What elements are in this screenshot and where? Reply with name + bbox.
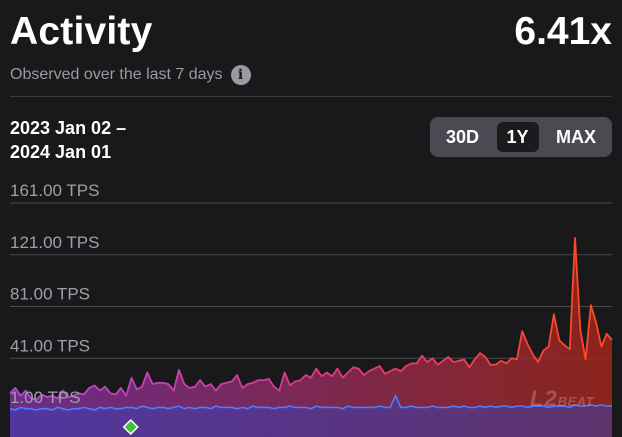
date-range: 2023 Jan 02 – 2024 Jan 01	[10, 116, 126, 164]
y-tick-label: 121.00 TPS	[10, 233, 99, 252]
page-title: Activity	[10, 10, 153, 53]
subtitle-text: Observed over the last 7 days	[10, 66, 223, 83]
date-range-start: 2023 Jan 02 –	[10, 118, 127, 138]
y-tick-label: 81.00 TPS	[10, 285, 90, 304]
activity-ratio-value: 6.41x	[514, 10, 612, 53]
secondary-series-line	[9, 393, 612, 411]
range-selector: 30D 1Y MAX	[430, 117, 612, 157]
range-button-max[interactable]: MAX	[556, 126, 596, 147]
chart-svg: 161.00 TPS 121.00 TPS 81.00 TPS 41.00 TPS 1.…	[9, 181, 613, 437]
subtitle-row: Observed over the last 7 days i	[10, 64, 251, 86]
activity-chart[interactable]: 161.00 TPS 121.00 TPS 81.00 TPS 41.00 TPS 1.…	[0, 170, 622, 437]
secondary-area	[10, 395, 612, 437]
watermark-logo: L2BEAT	[530, 386, 595, 411]
info-icon[interactable]: i	[230, 65, 251, 85]
y-tick-label: 161.00 TPS	[10, 181, 99, 200]
primary-area	[10, 237, 612, 437]
event-marker-diamond[interactable]	[122, 418, 139, 436]
divider	[10, 96, 612, 97]
y-tick-label: 1.00 TPS	[10, 388, 81, 407]
y-tick-label: 41.00 TPS	[10, 336, 90, 355]
date-range-end: 2024 Jan 01	[10, 142, 112, 162]
primary-series-line	[9, 237, 613, 401]
range-button-30d[interactable]: 30D	[446, 126, 480, 147]
range-button-1y[interactable]: 1Y	[496, 122, 539, 152]
